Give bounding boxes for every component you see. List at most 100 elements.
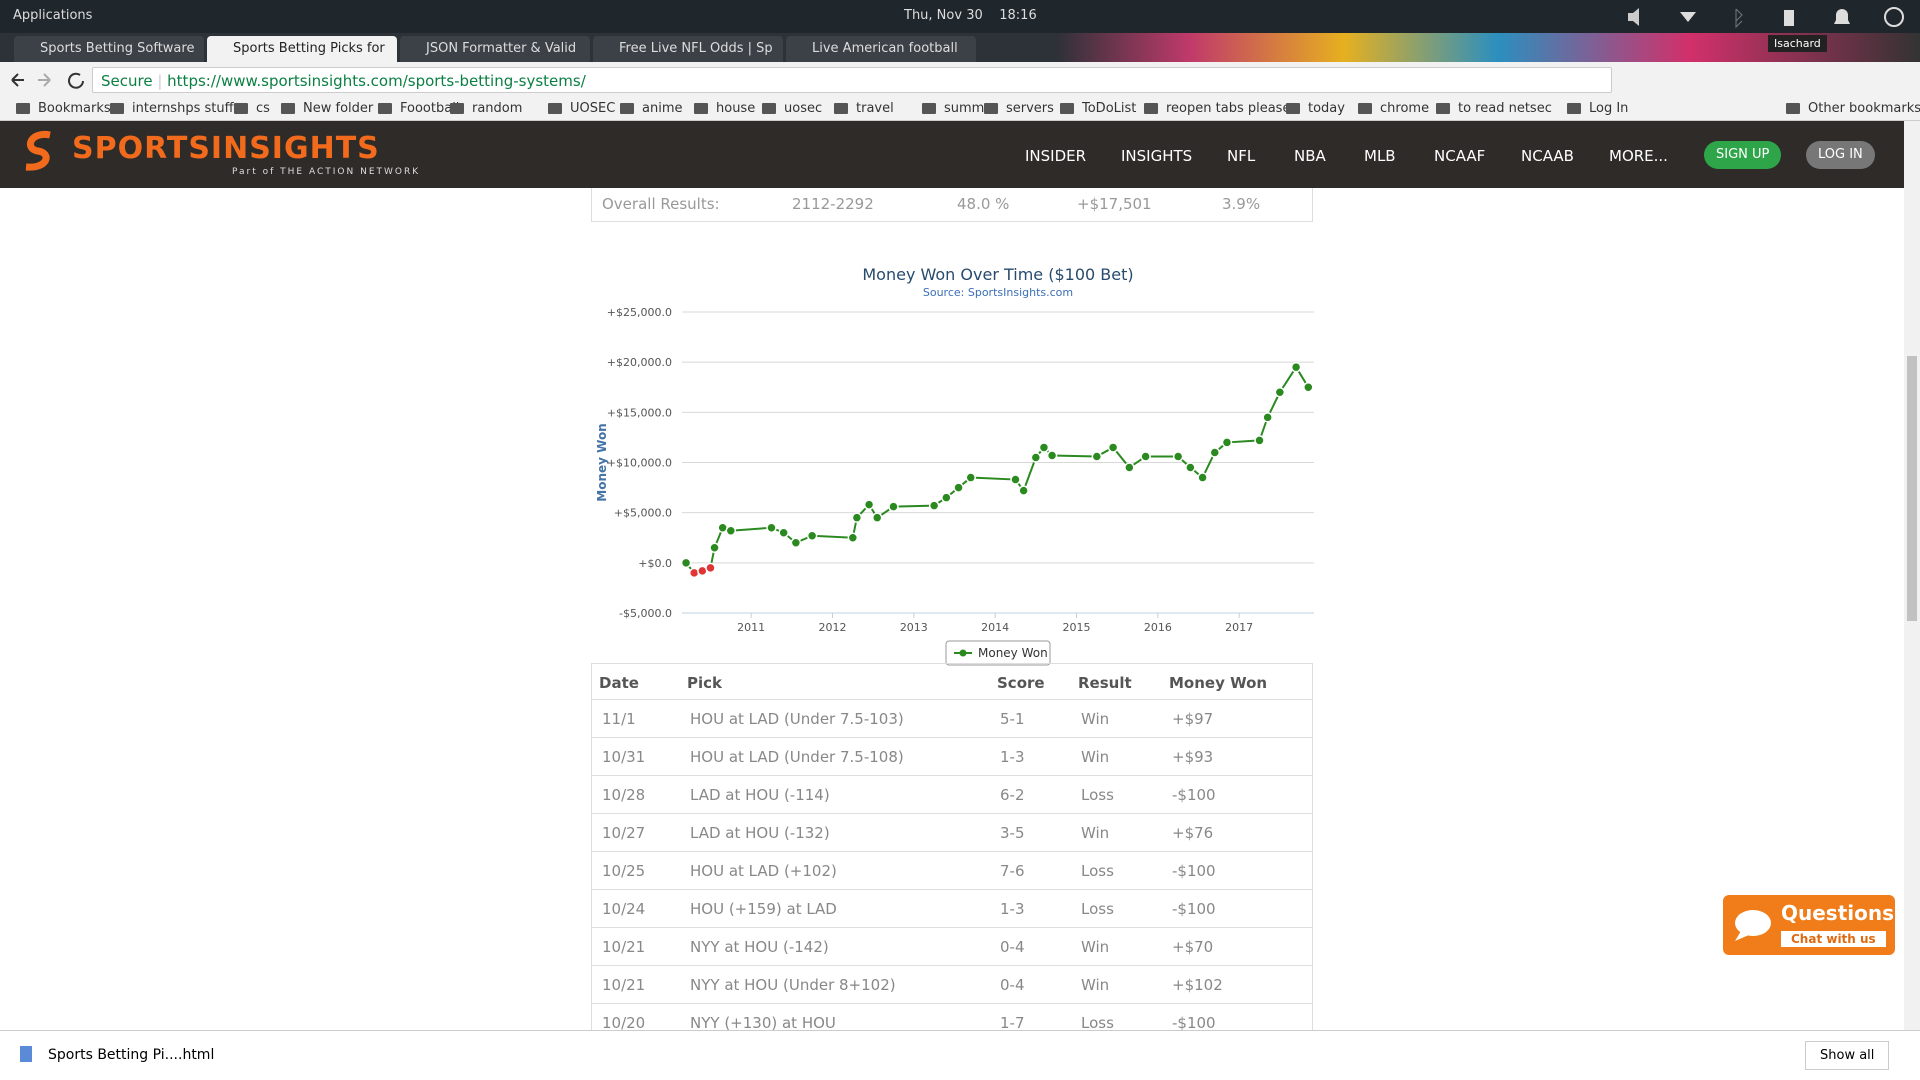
- chat-icon: [1735, 910, 1771, 941]
- scrollbar[interactable]: [1904, 121, 1920, 1030]
- point: [1262, 412, 1273, 423]
- table-cell: Win: [1081, 748, 1110, 766]
- table-header: Date Pick Score Result Money Won: [591, 663, 1313, 700]
- tab[interactable]: Sports Betting Picks for: [207, 36, 397, 62]
- table-cell: LAD at HOU (-114): [690, 786, 830, 804]
- bookmark[interactable]: random: [472, 101, 523, 116]
- table-cell: Win: [1081, 976, 1110, 994]
- table-cell: 10/21: [602, 938, 646, 956]
- nav-link[interactable]: MORE...: [1609, 147, 1668, 165]
- bookmark[interactable]: ToDoList: [1082, 101, 1137, 116]
- bookmark[interactable]: cs: [256, 101, 270, 116]
- bookmark-icon: [1060, 103, 1074, 114]
- nav-link[interactable]: NFL: [1227, 147, 1256, 165]
- bookmark[interactable]: reopen tabs please: [1166, 101, 1291, 116]
- point: [1030, 452, 1042, 463]
- table-cell: 7-6: [1000, 862, 1025, 880]
- y-axis-title: Money Won: [595, 423, 609, 501]
- bookmark-icon: [1567, 103, 1581, 114]
- overall-cell: 2112-2292: [792, 195, 874, 213]
- table-cell: HOU at LAD (Under 7.5-103): [690, 710, 904, 728]
- series-line: [685, 365, 1310, 574]
- legend-label: Money Won: [978, 646, 1048, 660]
- bookmark-icon: [1436, 103, 1450, 114]
- nav-link[interactable]: NCAAF: [1434, 147, 1486, 165]
- table-cell: -$100: [1172, 1014, 1216, 1030]
- y-tick-label: +$0.0: [638, 557, 672, 570]
- bookmark-icon: [450, 103, 464, 114]
- point: [790, 537, 802, 549]
- point: [709, 542, 720, 554]
- bookmark[interactable]: internshps stuff: [132, 101, 234, 116]
- table-cell: HOU at LAD (+102): [690, 862, 837, 880]
- overall-cell: Overall Results:: [602, 195, 720, 213]
- show-all[interactable]: Show all: [1805, 1041, 1890, 1070]
- nav-link[interactable]: NCAAB: [1521, 147, 1574, 165]
- tab[interactable]: Sports Betting Software: [14, 36, 204, 62]
- bookmark-icon: [620, 103, 634, 114]
- point: [965, 472, 977, 483]
- y-tick-label: +$15,000.0: [607, 406, 672, 419]
- table-cell: 10/25: [602, 862, 646, 880]
- bookmark[interactable]: New folder: [303, 101, 374, 116]
- bookmark[interactable]: servers: [1006, 101, 1054, 116]
- nav-link[interactable]: MLB: [1364, 147, 1396, 165]
- table-cell: Loss: [1081, 1014, 1114, 1030]
- table-cell: NYY (+130) at HOU: [690, 1014, 836, 1030]
- table-cell: 5-1: [1000, 710, 1025, 728]
- sign-up[interactable]: SIGN UP: [1704, 141, 1782, 169]
- nav-link[interactable]: INSIGHTS: [1121, 147, 1193, 165]
- x-tick-label: 2014: [981, 621, 1009, 634]
- table-row: 10/21 NYY at HOU (Under 8+102) 0-4 Win +$102: [591, 966, 1313, 1004]
- table-cell: NYY at HOU (Under 8+102): [690, 976, 896, 994]
- nav-link[interactable]: NBA: [1294, 147, 1326, 165]
- legend-marker: [959, 649, 967, 657]
- bookmark[interactable]: today: [1308, 101, 1345, 116]
- bookmark[interactable]: anime: [642, 101, 683, 116]
- log-in[interactable]: LOG IN: [1806, 141, 1875, 169]
- bookmark-icon: [548, 103, 562, 114]
- bookmark[interactable]: Foootball: [400, 101, 460, 116]
- header-cell: Pick: [687, 674, 723, 692]
- tab[interactable]: Live American football: [786, 36, 976, 62]
- point: [778, 527, 789, 538]
- applications-menu[interactable]: Applications: [13, 8, 93, 23]
- y-tick-label: +$5,000.0: [614, 507, 672, 520]
- bookmark[interactable]: to read netsec: [1458, 101, 1552, 116]
- bookmark[interactable]: Bookmarks: [38, 101, 111, 116]
- nav-buttons[interactable]: [8, 70, 88, 90]
- bookmark[interactable]: Other bookmarks: [1808, 101, 1920, 116]
- bookmark[interactable]: Log In: [1589, 101, 1629, 116]
- profile-name[interactable]: Isachard: [1768, 35, 1827, 52]
- point: [1274, 387, 1286, 398]
- table-cell: Win: [1081, 824, 1110, 842]
- table-cell: 3-5: [1000, 824, 1025, 842]
- nav-link[interactable]: INSIDER: [1025, 147, 1087, 165]
- tab[interactable]: Free Live NFL Odds | Sp: [593, 36, 783, 62]
- table-cell: -$100: [1172, 900, 1216, 918]
- table-row: 10/24 HOU (+159) at LAD 1-3 Loss -$100: [591, 890, 1313, 928]
- bookmark[interactable]: UOSEC: [570, 101, 616, 116]
- point: [888, 501, 899, 512]
- point: [1185, 462, 1196, 473]
- bookmark[interactable]: uosec: [784, 101, 823, 116]
- point: [1290, 361, 1302, 373]
- tab[interactable]: JSON Formatter & Valid: [400, 36, 590, 62]
- bookmark[interactable]: travel: [856, 101, 894, 116]
- point: [1303, 382, 1314, 393]
- x-tick-label: 2013: [900, 621, 928, 634]
- bookmark-icon: [16, 103, 30, 114]
- point: [871, 512, 883, 523]
- url-box[interactable]: Secure | https://www.sportsinsights.com/…: [92, 67, 1612, 93]
- bookmark-icon: [1358, 103, 1372, 114]
- bookmark[interactable]: house: [716, 101, 756, 116]
- download-file[interactable]: Sports Betting Pi....html: [48, 1047, 215, 1063]
- y-tick-label: -$5,000.0: [619, 607, 672, 620]
- table-cell: +$76: [1172, 824, 1214, 842]
- header-cell: Score: [997, 674, 1045, 692]
- bookmark-icon: [110, 103, 124, 114]
- table-row: 11/1 HOU at LAD (Under 7.5-103) 5-1 Win +$97: [591, 700, 1313, 738]
- logo[interactable]: SPORTSINSIGHTS: [72, 131, 380, 166]
- chat-widget[interactable]: Questions? Chat with us: [1723, 895, 1906, 955]
- bookmark[interactable]: chrome: [1380, 101, 1430, 116]
